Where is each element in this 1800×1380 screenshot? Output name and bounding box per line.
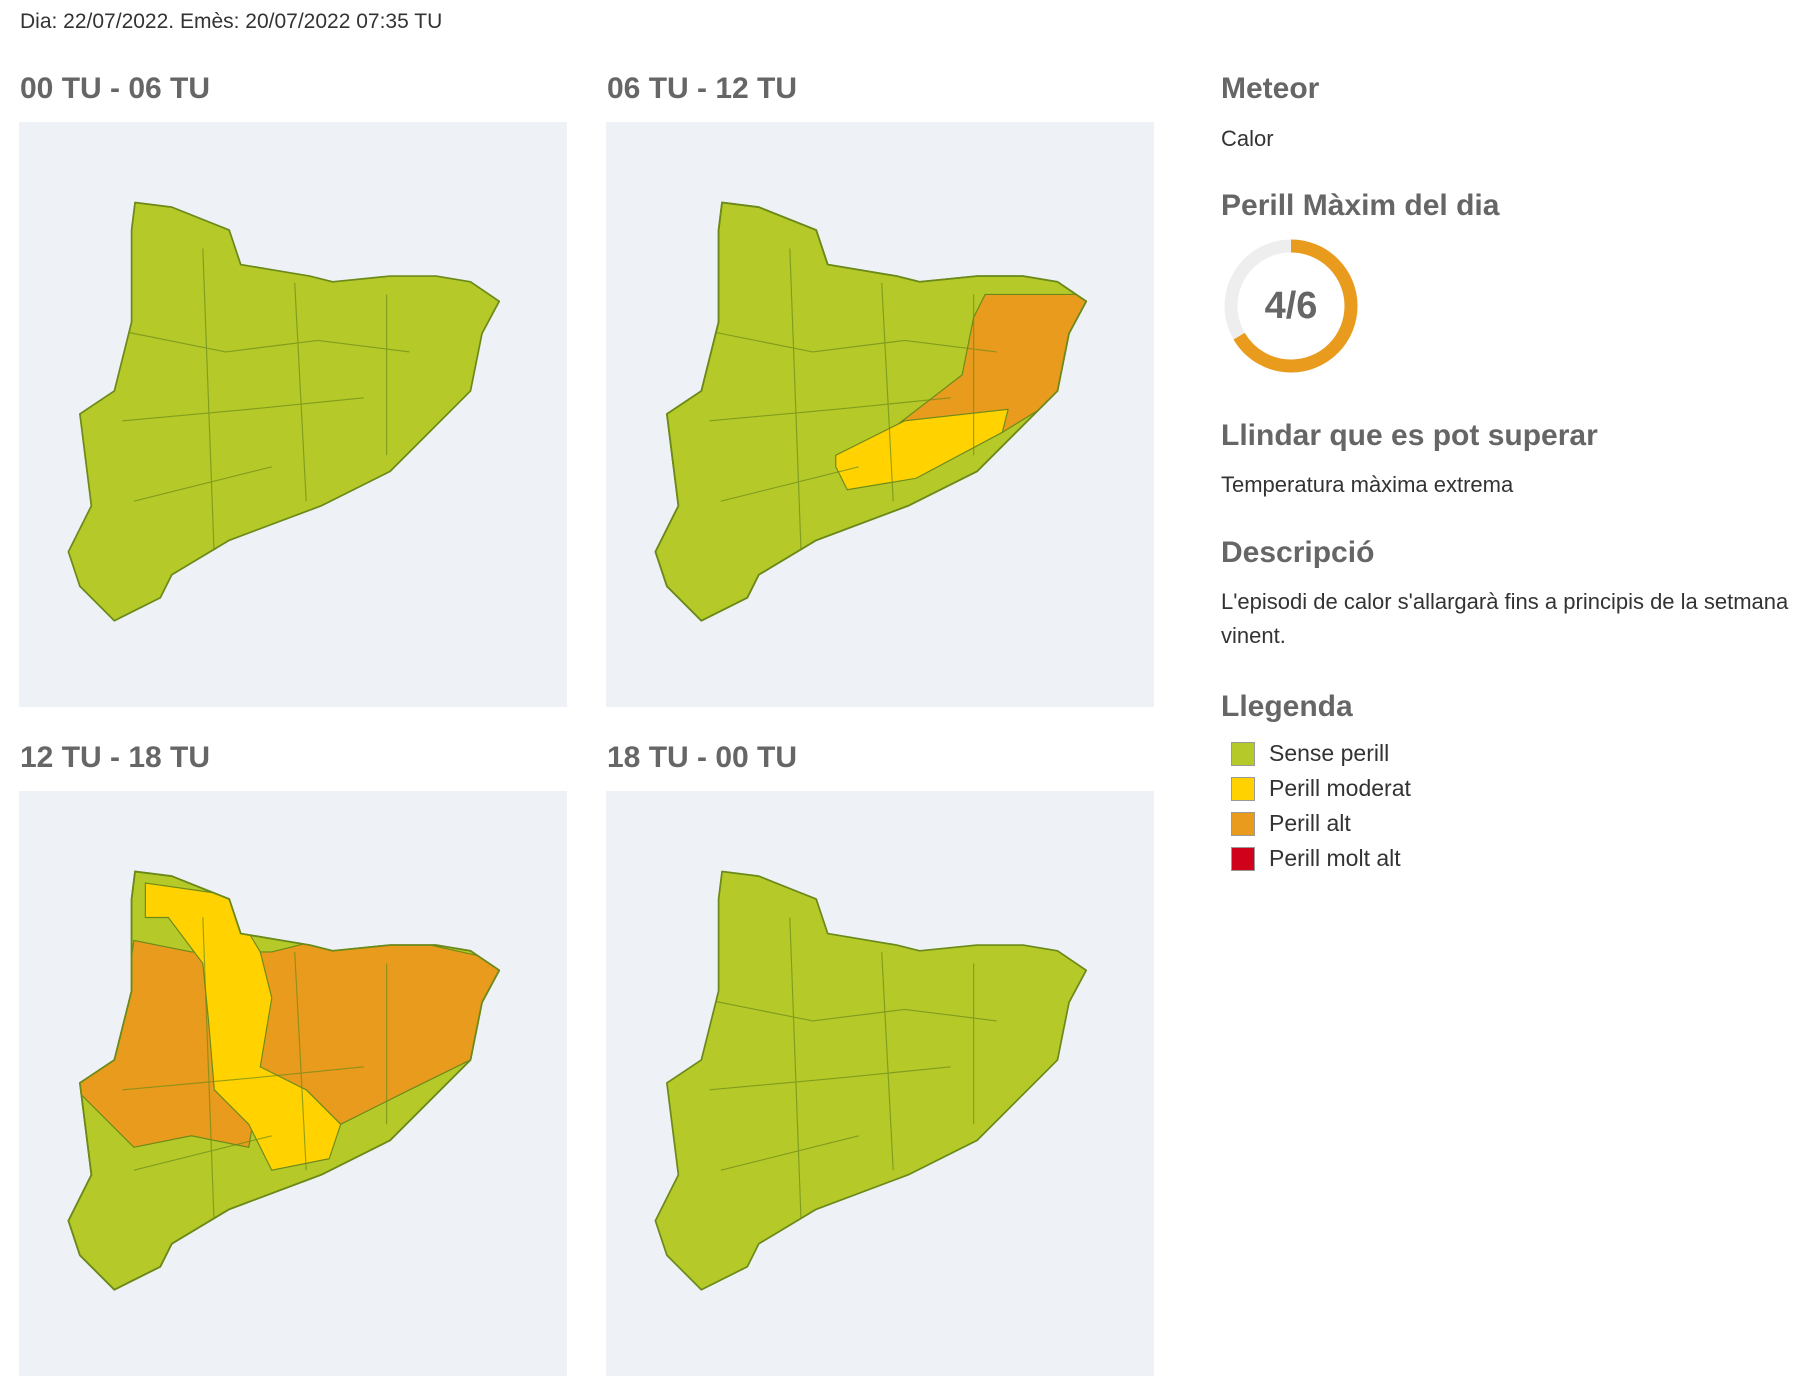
legend-item: Perill alt <box>1231 806 1411 841</box>
map-panel <box>606 791 1154 1376</box>
threshold: Temperatura màxima extrema <box>1221 472 1514 497</box>
section-title: Llegenda <box>1221 690 1353 723</box>
section-title: Perill Màxim del dia <box>1221 189 1500 222</box>
legend-swatch <box>1231 811 1255 836</box>
legend-item: Sense perill <box>1231 736 1411 771</box>
panel-title: 12 TU - 18 TU <box>20 741 211 774</box>
map-panel <box>606 122 1154 707</box>
legend-swatch <box>1231 741 1255 766</box>
panel-title: 18 TU - 00 TU <box>607 741 798 774</box>
map <box>654 201 1088 622</box>
section-title: Descripció <box>1221 536 1375 569</box>
map-panel <box>19 791 567 1376</box>
map <box>67 870 501 1291</box>
legend-item: Perill molt alt <box>1231 841 1411 876</box>
header: Dia: 22/07/2022. Emès: 20/07/2022 07:35 … <box>20 10 443 33</box>
panel-title: 06 TU - 12 TU <box>607 72 798 105</box>
map <box>67 201 501 622</box>
gauge-label: 4/6 <box>1265 285 1318 327</box>
danger-gauge: 4/6 <box>1224 239 1358 373</box>
legend-label: Perill moderat <box>1269 775 1411 801</box>
map <box>654 870 1088 1291</box>
legend: Sense perill Perill moderat Perill alt Peri… <box>1231 736 1411 876</box>
map-panel <box>19 122 567 707</box>
meteor: Calor <box>1221 126 1274 151</box>
legend-swatch <box>1231 776 1255 801</box>
legend-swatch <box>1231 846 1255 871</box>
panel-title: 00 TU - 06 TU <box>20 72 211 105</box>
legend-label: Perill molt alt <box>1269 845 1401 871</box>
section-title: Meteor <box>1221 72 1320 105</box>
legend-label: Sense perill <box>1269 740 1390 766</box>
legend-item: Perill moderat <box>1231 771 1411 806</box>
section-title: Llindar que es pot superar <box>1221 419 1598 452</box>
description: L'episodi de calor s'allargarà fins a pr… <box>1221 589 1789 648</box>
legend-label: Perill alt <box>1269 810 1351 836</box>
